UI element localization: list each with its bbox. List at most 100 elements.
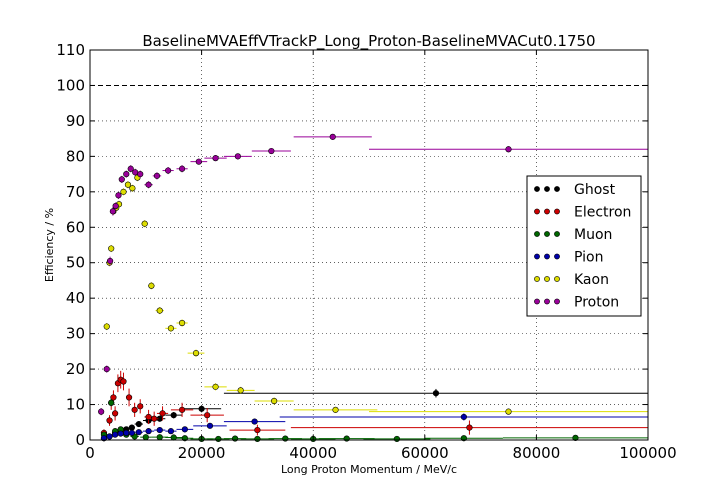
legend-marker [544,298,550,305]
legend-label: Muon [574,227,612,243]
data-point [117,430,124,437]
legend-marker [554,231,560,237]
data-point [145,181,152,188]
legend-label: Proton [574,295,619,311]
y-axis-label: Efficiency / % [43,208,56,282]
data-point [124,181,132,188]
data-point [131,406,138,413]
y-tick-label: 10 [66,396,85,414]
data-point [343,435,350,442]
legend-marker [544,231,550,237]
legend-marker [534,186,540,192]
data-point [118,176,125,183]
data-point [159,410,166,417]
data-point [192,350,200,357]
y-tick-label: 20 [66,360,85,378]
legend-marker [544,208,550,215]
data-point [178,406,186,413]
data-point [123,170,130,178]
data-point [103,323,110,330]
legend-marker [534,253,540,260]
data-point [109,208,116,215]
data-point [123,429,130,437]
plot-frame [89,49,649,441]
data-point [237,387,244,394]
y-tick-label: 80 [66,147,85,165]
data-point [128,429,135,437]
data-point [268,147,275,155]
data-point [112,410,119,417]
legend-marker [554,276,560,282]
legend-label: Pion [574,250,603,266]
data-point [432,390,440,397]
data-point [204,412,211,419]
x-axis-label: Long Proton Momentum / MeV/c [281,463,457,476]
legend-marker [544,186,550,192]
data-point [212,155,219,162]
data-point [165,167,172,174]
x-tick-label: 40000 [289,444,337,462]
legend-marker [554,208,560,215]
y-tick-label: 0 [75,431,85,449]
legend-label: Ghost [574,182,616,198]
x-tick-label: 80000 [513,444,561,462]
x-tick-label: 20000 [178,444,226,462]
data-point [254,426,261,434]
data-point [251,418,258,425]
data-point [112,431,119,438]
legend-marker [534,276,540,282]
data-point [120,188,127,195]
legend-marker [554,298,560,305]
x-tick-label: 60000 [401,444,449,462]
legend-marker [554,186,560,192]
y-tick-label: 70 [66,183,85,201]
data-point [110,394,117,401]
data-point [156,307,163,314]
data-point [234,153,241,160]
data-point [151,415,158,422]
data-point [148,282,155,289]
y-tick-label: 100 [56,76,85,94]
y-tick-label: 90 [66,112,85,130]
legend: Ghost Electron Muon Pion Kaon Proton [526,175,642,317]
data-point [137,403,144,410]
data-point [106,257,114,265]
data-point [231,435,239,442]
data-point [135,420,142,428]
y-tick-label: 110 [56,41,85,59]
data-point [156,426,163,434]
data-point [181,426,188,433]
data-point [145,428,152,435]
legend-marker [534,298,540,305]
data-point [135,429,142,436]
legend-marker [544,253,550,260]
data-point [212,383,219,390]
data-point [393,435,401,443]
data-point [332,406,339,413]
data-point [115,192,122,199]
data-point [178,165,186,172]
series-ghost [100,388,648,442]
y-tick-label: 40 [66,289,85,307]
series-electron [100,370,648,437]
data-point [505,408,512,415]
series-proton [98,133,648,416]
data-point [178,319,186,327]
data-point [282,435,289,442]
data-point [170,412,177,419]
chart-title: BaselineMVAEffVTrackP_Long_Proton-Baseli… [142,32,595,51]
data-point [98,408,105,415]
data-point [120,378,127,385]
data-point [206,422,214,429]
legend-box [526,175,642,317]
x-tick-label: 0 [85,444,95,462]
data-point [142,434,149,441]
data-point [170,434,177,441]
data-point [108,245,115,252]
legend-label: Kaon [574,272,609,288]
data-point [215,435,222,443]
data-point [125,394,133,401]
data-point [167,325,175,332]
legend-marker [544,276,550,282]
